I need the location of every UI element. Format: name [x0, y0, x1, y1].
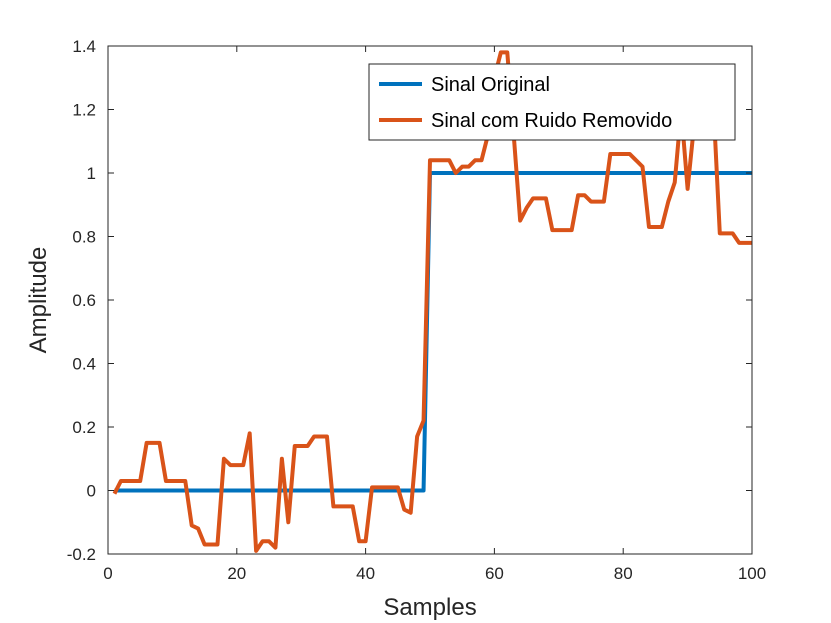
y-tick-label: 0.4	[72, 355, 96, 374]
legend-box	[368, 63, 736, 141]
x-tick-label: 20	[227, 564, 246, 583]
x-tick-label: 80	[614, 564, 633, 583]
series-line-denoised	[112, 50, 752, 553]
y-tick-label: 0.6	[72, 291, 96, 310]
y-tick-label: 1.4	[72, 37, 96, 56]
legend: Sinal Original Sinal com Ruido Removido	[368, 63, 736, 141]
y-axis-label: Amplitude	[25, 247, 52, 354]
y-tick-label: 1.2	[72, 101, 96, 120]
x-tick-label: 0	[103, 564, 112, 583]
y-tick-label: 0.8	[72, 228, 96, 247]
y-tick-label: 1	[87, 164, 96, 183]
y-tick-label: 0	[87, 482, 96, 501]
x-tick-label: 60	[485, 564, 504, 583]
x-axis-label: Samples	[383, 594, 476, 621]
legend-label-original: Sinal Original	[431, 74, 550, 96]
x-tick-label: 40	[356, 564, 375, 583]
series-layer	[112, 50, 752, 553]
y-tick-label: 0.2	[72, 418, 96, 437]
x-tick-label: 100	[738, 564, 766, 583]
legend-label-denoised: Sinal com Ruido Removido	[431, 110, 672, 132]
y-tick-label: -0.2	[67, 545, 96, 564]
ticks: 0 20 40 60 80 100 -0.2 0 0.2 0.4 0.6 0.8 1 1.2 1.4	[67, 37, 766, 583]
